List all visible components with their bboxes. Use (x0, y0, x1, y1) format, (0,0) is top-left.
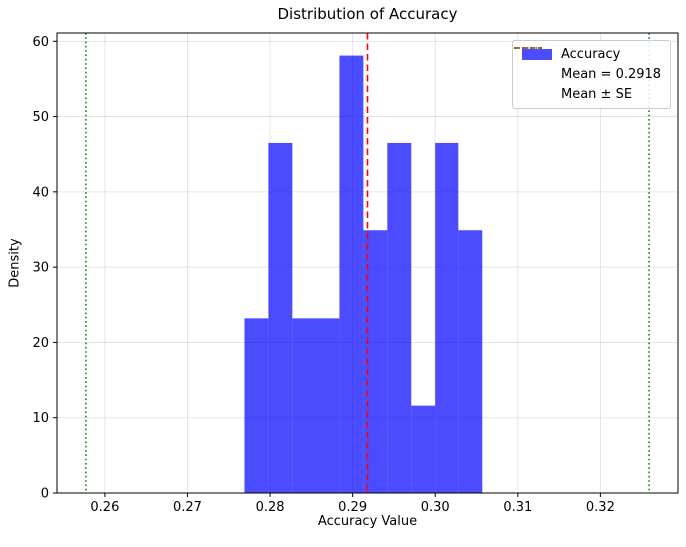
histogram-bar (292, 318, 316, 493)
y-tick-label: 30 (32, 261, 49, 276)
legend-line-sample (514, 47, 542, 49)
y-tick-label: 60 (32, 35, 49, 50)
x-tick-label: 0.26 (90, 500, 119, 515)
histogram-bar (387, 142, 412, 494)
legend-label-mean-se: Mean ± SE (561, 87, 633, 102)
histogram-bar (315, 318, 340, 493)
chart-title: Distribution of Accuracy (277, 5, 458, 23)
histogram-bar (411, 405, 436, 493)
x-axis-label: Accuracy Value (317, 514, 418, 529)
x-tick-label: 0.28 (256, 500, 285, 515)
legend-swatch-mean-line (514, 47, 552, 82)
y-tick-label: 50 (32, 110, 49, 125)
x-tick-label: 0.27 (173, 500, 202, 515)
y-tick-label: 40 (32, 185, 49, 200)
histogram-bar (339, 55, 364, 493)
x-tick-label: 0.30 (421, 500, 450, 515)
legend-swatch-accuracy (522, 48, 552, 62)
x-tick-label: 0.29 (338, 500, 367, 515)
x-tick-label: 0.32 (586, 500, 615, 515)
y-axis-label: Density (7, 238, 23, 288)
x-tick-label: 0.31 (503, 500, 532, 515)
y-tick-label: 20 (32, 336, 49, 351)
histogram-bar (268, 142, 293, 494)
y-tick-label: 0 (41, 487, 49, 502)
legend-label-accuracy: Accuracy (561, 47, 621, 62)
legend-patch (522, 49, 552, 60)
plot-border (56, 32, 679, 494)
histogram-bar (363, 230, 388, 493)
y-tick-label: 10 (32, 411, 49, 426)
legend-label-mean: Mean = 0.2918 (561, 67, 662, 82)
legend-item-mean: Mean = 0.2918 (514, 47, 662, 82)
histogram-bar (458, 230, 483, 493)
histogram-bar (435, 142, 459, 494)
legend-item-mean-se: Mean ± SE (514, 47, 661, 102)
legend-item-accuracy: Accuracy (522, 47, 661, 62)
legend: Accuracy Mean = 0.2918 Mean ± SE (512, 40, 672, 109)
legend-swatch-mean-se-line (514, 47, 552, 102)
histogram-bar (244, 318, 269, 493)
